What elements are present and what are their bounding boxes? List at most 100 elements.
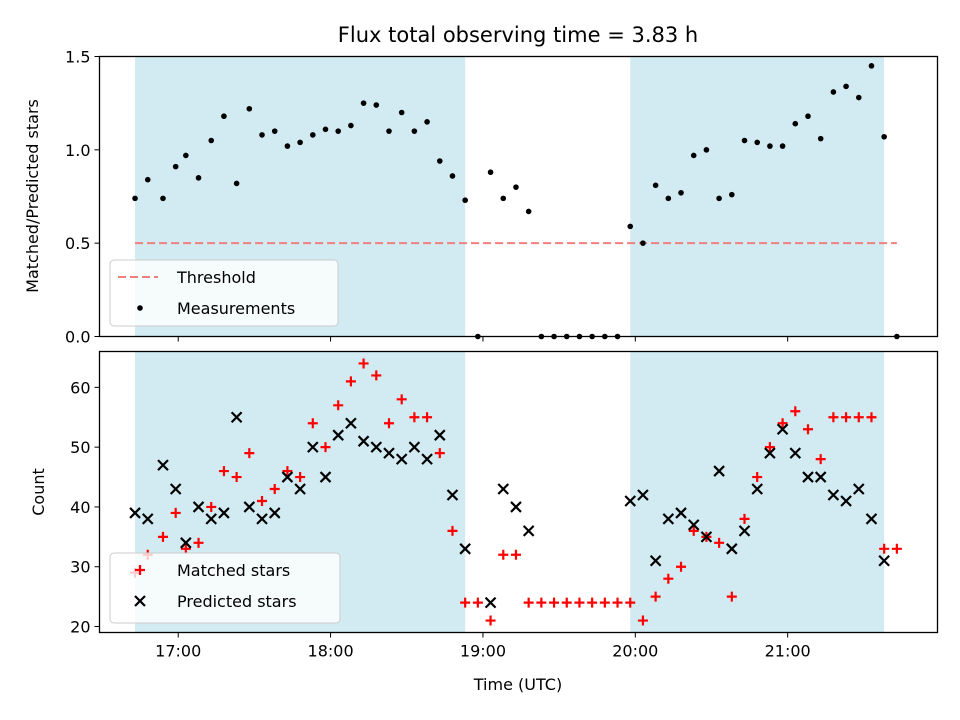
- predicted-stars-point: [789, 447, 802, 459]
- matched-stars-point: [383, 418, 394, 429]
- matched-stars-point: [879, 543, 890, 554]
- matched-stars-point: [434, 448, 445, 459]
- measurements-point: [500, 195, 507, 202]
- matched-stars-point: [625, 597, 636, 608]
- y-tick-label: 0.0: [65, 328, 90, 347]
- measurements-point: [172, 163, 179, 170]
- matched-stars-point: [688, 525, 699, 536]
- x-tick-label: 18:00: [308, 642, 354, 661]
- predicted-stars-point: [268, 507, 281, 519]
- measurements-point: [221, 113, 227, 120]
- predicted-stars-point: [853, 483, 865, 495]
- matched-stars-point: [726, 591, 737, 602]
- predicted-stars-point: [294, 483, 306, 495]
- matched-stars-point: [206, 501, 217, 512]
- legend-box: [109, 552, 341, 624]
- predicted-stars-point: [218, 507, 230, 519]
- predicted-stars-point: [802, 471, 814, 483]
- matched-stars-point: [170, 507, 181, 518]
- measurements-point: [449, 173, 456, 179]
- top-legend: Threshold Measurements: [109, 259, 339, 327]
- predicted-stars-point: [687, 519, 700, 531]
- measurements-point: [195, 175, 202, 181]
- matched-stars-point: [269, 484, 280, 495]
- predicted-stars-point: [157, 459, 169, 471]
- measurements-point: [817, 135, 824, 142]
- measurements-point: [652, 182, 659, 189]
- predicted-stars-point: [738, 525, 751, 537]
- predicted-stars-point: [675, 507, 687, 519]
- matched-stars-point: [510, 549, 521, 560]
- measurements-point: [487, 169, 494, 176]
- predicted-stars-point: [878, 554, 890, 567]
- predicted-stars-point: [307, 441, 319, 453]
- legend-label: Measurements: [177, 299, 295, 318]
- matched-stars-point: [358, 358, 369, 369]
- matched-stars-point: [841, 412, 852, 423]
- top-panel-frame: [98, 55, 939, 338]
- measurements-point: [640, 240, 646, 246]
- legend-label: Matched stars: [177, 561, 290, 580]
- matched-stars-point: [891, 543, 902, 554]
- predicted-stars-point: [205, 513, 218, 525]
- matched-stars-point: [599, 597, 610, 608]
- measurements-point: [703, 147, 710, 153]
- matched-stars-point: [853, 412, 864, 423]
- matched-stars-point: [472, 597, 483, 608]
- y-tick-label: 20: [70, 618, 90, 637]
- measurements-point: [208, 137, 215, 144]
- measurements-point: [881, 133, 887, 140]
- predicted-stars-point: [383, 447, 395, 459]
- matched-stars-point: [498, 549, 509, 560]
- measurements-point: [373, 102, 380, 108]
- matched-stars-point: [663, 573, 674, 584]
- matched-stars-point: [866, 412, 877, 423]
- predicted-stars-point: [230, 411, 243, 424]
- measurements-point: [144, 176, 151, 183]
- figure-title: Flux total observing time = 3.83 h: [338, 23, 698, 47]
- legend-marker: [134, 595, 146, 607]
- matched-stars-point: [612, 597, 623, 608]
- matched-stars-point: [295, 472, 306, 483]
- predicted-stars-point: [726, 543, 738, 555]
- x-tick-label: 20:00: [612, 642, 658, 661]
- measurements-point: [259, 132, 265, 138]
- matched-stars-point: [574, 597, 585, 608]
- matched-stars-point: [549, 597, 560, 608]
- predicted-stars-point: [357, 435, 370, 447]
- predicted-stars-point: [700, 531, 713, 543]
- measurements-point: [386, 128, 392, 134]
- legend-marker: [135, 565, 145, 575]
- matched-stars-point: [244, 448, 255, 459]
- measurements-point: [525, 208, 532, 215]
- bottom-panel-frame: [98, 350, 939, 634]
- measurements-point: [398, 109, 405, 116]
- predicted-stars-point: [180, 537, 192, 549]
- matched-stars-point: [422, 412, 433, 423]
- measurements-point: [843, 83, 849, 90]
- measurements-point: [729, 191, 735, 198]
- top-y-axis-label: Matched/Predicted stars: [23, 99, 42, 293]
- matched-stars-point: [333, 400, 344, 411]
- predicted-stars-point: [332, 429, 344, 441]
- matched-stars-point: [587, 597, 598, 608]
- predicted-stars-point: [637, 489, 649, 501]
- y-tick-label: 1.5: [65, 48, 90, 67]
- matched-stars-point: [180, 543, 191, 554]
- predicted-stars-point: [713, 465, 725, 477]
- y-tick-label: 60: [70, 378, 90, 397]
- predicted-stars-point: [281, 471, 294, 483]
- observing-span-2: [630, 56, 885, 337]
- measurements-point: [716, 195, 722, 202]
- legend-label: Predicted stars: [177, 592, 297, 611]
- predicted-stars-point: [649, 554, 662, 567]
- measurements-point: [678, 189, 684, 196]
- matched-stars-point: [157, 531, 168, 542]
- measurements-point: [830, 89, 837, 95]
- predicted-stars-point: [141, 513, 154, 525]
- measurements-point: [779, 143, 786, 149]
- predicted-stars-point: [662, 513, 675, 525]
- matched-stars-point: [460, 597, 471, 608]
- measurements-point: [335, 128, 342, 134]
- measurements-point: [513, 184, 519, 190]
